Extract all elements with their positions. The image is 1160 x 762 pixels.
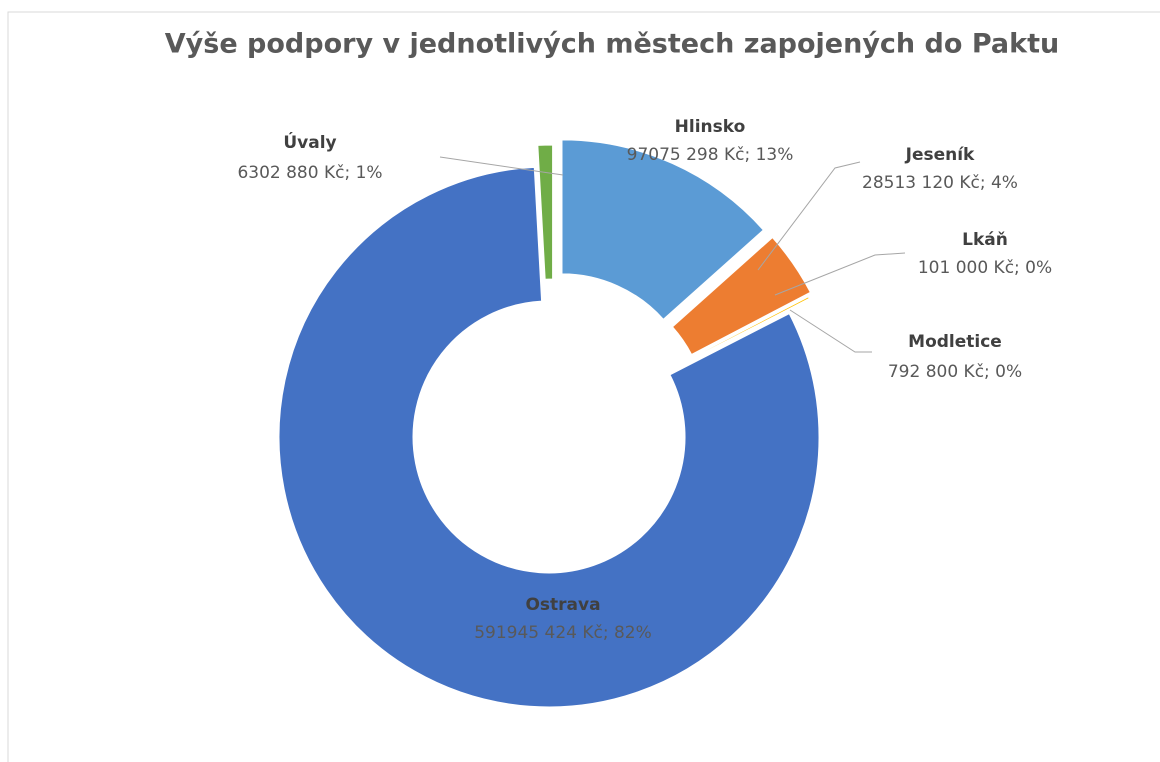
data-label-value: 591945 424 Kč; 82% (474, 623, 652, 643)
leader-line (439, 156, 564, 176)
data-label-value: 6302 880 Kč; 1% (237, 163, 382, 183)
donut-slice (278, 166, 820, 708)
donut-slice (537, 144, 554, 280)
leader-line (757, 161, 861, 271)
leader-line (774, 252, 906, 296)
donut-slice (688, 296, 810, 361)
donut-slice (671, 236, 812, 356)
data-label-name: Lkáň (962, 230, 1008, 250)
data-label-name: Úvaly (283, 131, 336, 153)
data-label-value: 28513 120 Kč; 4% (862, 173, 1018, 193)
slices (278, 139, 820, 708)
data-label-name: Jeseník (905, 145, 975, 165)
data-label-name: Ostrava (525, 595, 600, 615)
data-label-value: 101 000 Kč; 0% (918, 258, 1052, 278)
data-label-name: Hlinsko (675, 117, 746, 137)
data-label-value: 97075 298 Kč; 13% (627, 145, 794, 165)
data-label-value: 792 800 Kč; 0% (888, 362, 1022, 382)
chart-title: Výše podpory v jednotlivých městech zapo… (165, 29, 1059, 60)
frame (7, 11, 1160, 762)
leader-line (789, 309, 872, 353)
donut-slice (561, 139, 765, 321)
data-label-name: Modletice (908, 332, 1002, 352)
